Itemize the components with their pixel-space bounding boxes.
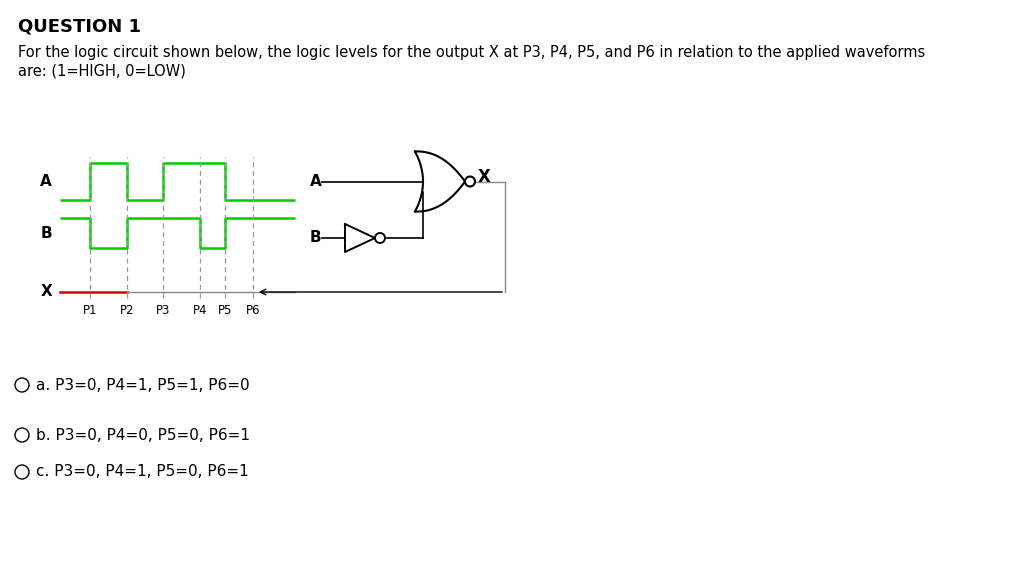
Text: P5: P5 bbox=[218, 304, 232, 317]
Text: P6: P6 bbox=[246, 304, 260, 317]
Text: QUESTION 1: QUESTION 1 bbox=[18, 18, 141, 36]
Circle shape bbox=[465, 177, 475, 186]
Text: B: B bbox=[40, 225, 52, 240]
Text: P3: P3 bbox=[156, 304, 170, 317]
Circle shape bbox=[375, 233, 385, 243]
Text: b. P3=0, P4=0, P5=0, P6=1: b. P3=0, P4=0, P5=0, P6=1 bbox=[36, 427, 250, 442]
Text: P4: P4 bbox=[193, 304, 207, 317]
Text: For the logic circuit shown below, the logic levels for the output X at P3, P4, : For the logic circuit shown below, the l… bbox=[18, 45, 926, 60]
Text: A: A bbox=[40, 174, 52, 189]
Text: c. P3=0, P4=1, P5=0, P6=1: c. P3=0, P4=1, P5=0, P6=1 bbox=[36, 464, 249, 479]
Text: P2: P2 bbox=[120, 304, 134, 317]
Circle shape bbox=[15, 378, 29, 392]
Text: a. P3=0, P4=1, P5=1, P6=0: a. P3=0, P4=1, P5=1, P6=0 bbox=[36, 378, 250, 393]
Circle shape bbox=[15, 428, 29, 442]
Circle shape bbox=[15, 465, 29, 479]
Text: B: B bbox=[310, 230, 322, 245]
Text: P1: P1 bbox=[83, 304, 97, 317]
Text: X: X bbox=[478, 167, 490, 185]
Text: are: (1=HIGH, 0=LOW): are: (1=HIGH, 0=LOW) bbox=[18, 63, 186, 78]
Text: X: X bbox=[40, 284, 52, 299]
Text: A: A bbox=[310, 174, 322, 189]
